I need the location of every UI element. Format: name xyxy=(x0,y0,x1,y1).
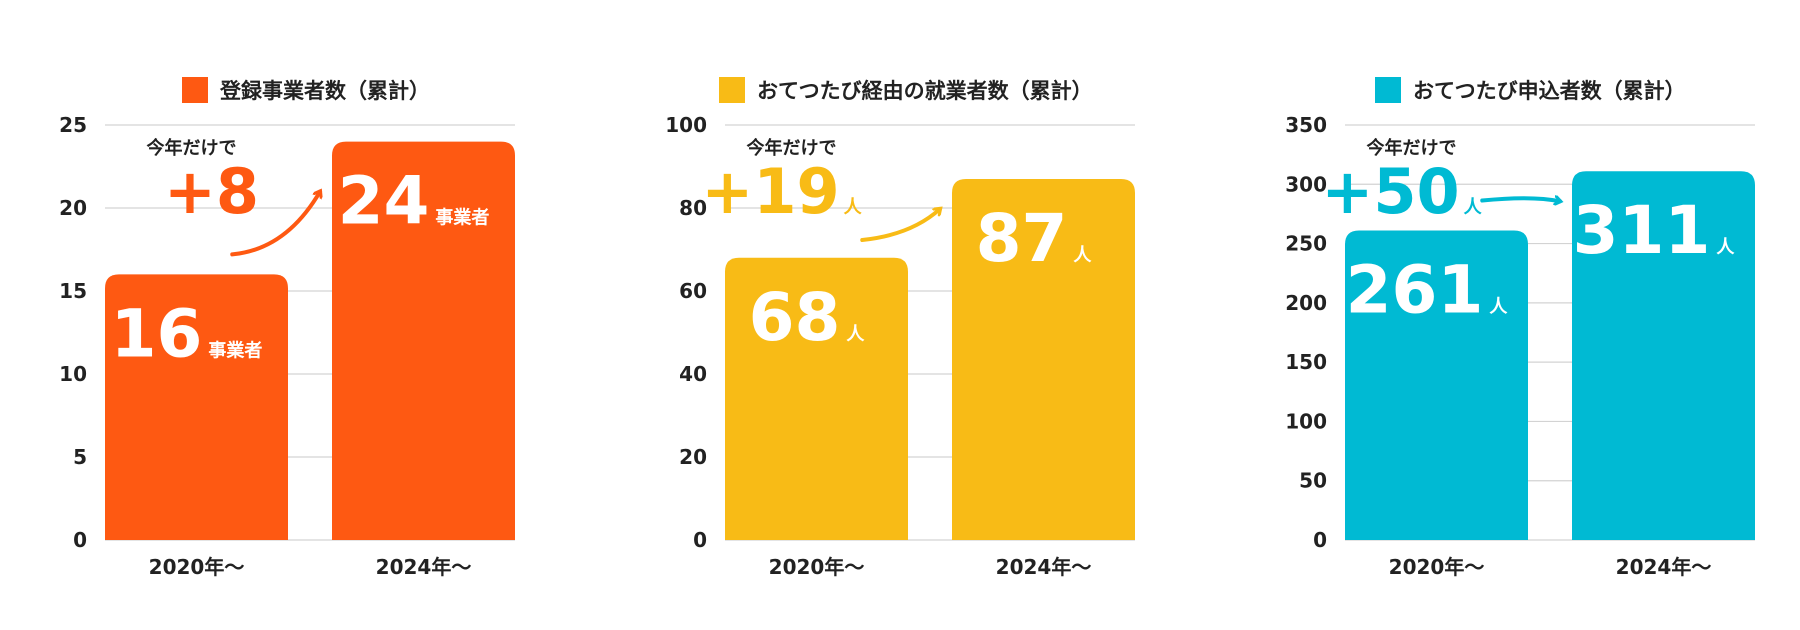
annotation-value: +19 xyxy=(701,155,839,228)
data-label: 16 事業者 xyxy=(111,295,263,372)
data-label-value: 311 xyxy=(1573,192,1711,269)
y-tick-label: 150 xyxy=(1285,350,1327,374)
y-tick-label: 200 xyxy=(1285,291,1327,315)
data-label: 261 人 xyxy=(1346,252,1509,329)
y-tick-label: 300 xyxy=(1285,172,1327,196)
x-tick-label: 2024年〜 xyxy=(1616,555,1712,579)
annotation-increase: +50 人 xyxy=(1321,155,1482,228)
bar xyxy=(952,178,1135,540)
x-tick-label: 2024年〜 xyxy=(996,555,1092,579)
annotation-unit: 人 xyxy=(1464,197,1483,218)
y-tick-label: 250 xyxy=(1285,232,1327,256)
data-label-value: 16 xyxy=(111,295,203,372)
y-tick-label: 0 xyxy=(693,528,707,552)
data-label: 68 人 xyxy=(749,279,866,356)
y-tick-label: 100 xyxy=(665,113,707,137)
y-tick-label: 20 xyxy=(679,445,707,469)
data-label: 24 事業者 xyxy=(338,163,490,240)
legend-label: おてつたび申込者数（累計） xyxy=(1413,79,1686,103)
data-label-value: 261 xyxy=(1346,252,1484,329)
bar xyxy=(1345,230,1528,540)
legend-label: おてつたび経由の就業者数（累計） xyxy=(757,79,1093,103)
x-tick-label: 2020年〜 xyxy=(769,555,865,579)
data-label-value: 68 xyxy=(749,279,841,356)
legend-swatch xyxy=(182,77,208,103)
annotation-increase: +19 人 xyxy=(701,155,862,228)
y-tick-label: 15 xyxy=(59,279,87,303)
data-label-unit: 事業者 xyxy=(208,339,262,361)
bar xyxy=(332,141,515,540)
y-tick-label: 100 xyxy=(1285,409,1327,433)
bar xyxy=(725,257,908,540)
y-tick-label: 40 xyxy=(679,362,707,386)
annotation-value: +8 xyxy=(164,155,259,228)
y-tick-label: 5 xyxy=(73,445,87,469)
y-tick-label: 25 xyxy=(59,113,87,137)
data-label-unit: 人 xyxy=(1716,237,1735,258)
increase-arrow xyxy=(1480,198,1560,201)
annotation-caption: 今年だけで xyxy=(747,137,837,159)
data-label-unit: 事業者 xyxy=(435,207,489,229)
data-label-unit: 人 xyxy=(846,324,865,345)
y-tick-label: 10 xyxy=(59,362,87,386)
annotation-value: +50 xyxy=(1321,155,1459,228)
data-label-value: 87 xyxy=(976,200,1068,277)
annotation-increase: +8 xyxy=(164,155,259,228)
y-tick-label: 50 xyxy=(1299,469,1327,493)
bar xyxy=(1572,171,1755,540)
bar xyxy=(105,274,288,540)
y-tick-label: 60 xyxy=(679,279,707,303)
legend-swatch xyxy=(719,77,745,103)
legend-label: 登録事業者数（累計） xyxy=(219,79,430,103)
x-tick-label: 2020年〜 xyxy=(149,555,245,579)
increase-arrow xyxy=(230,192,320,257)
data-label: 87 人 xyxy=(976,200,1093,277)
data-label-unit: 人 xyxy=(1489,297,1508,318)
y-tick-label: 20 xyxy=(59,196,87,220)
annotation-caption: 今年だけで xyxy=(147,137,237,159)
y-tick-label: 0 xyxy=(1313,528,1327,552)
increase-arrow xyxy=(860,209,940,242)
y-tick-label: 0 xyxy=(73,528,87,552)
data-label-value: 24 xyxy=(338,163,430,240)
x-tick-label: 2024年〜 xyxy=(376,555,472,579)
data-label-unit: 人 xyxy=(1073,245,1092,266)
y-tick-label: 80 xyxy=(679,196,707,220)
annotation-caption: 今年だけで xyxy=(1367,137,1457,159)
annotation-unit: 人 xyxy=(844,197,863,218)
y-tick-label: 350 xyxy=(1285,113,1327,137)
legend-swatch xyxy=(1375,77,1401,103)
data-label: 311 人 xyxy=(1573,192,1736,269)
chart-3: おてつたび申込者数（累計） 0 50 100 150 200 250 300 350 2020年〜… xyxy=(1285,77,1755,579)
x-tick-label: 2020年〜 xyxy=(1389,555,1485,579)
